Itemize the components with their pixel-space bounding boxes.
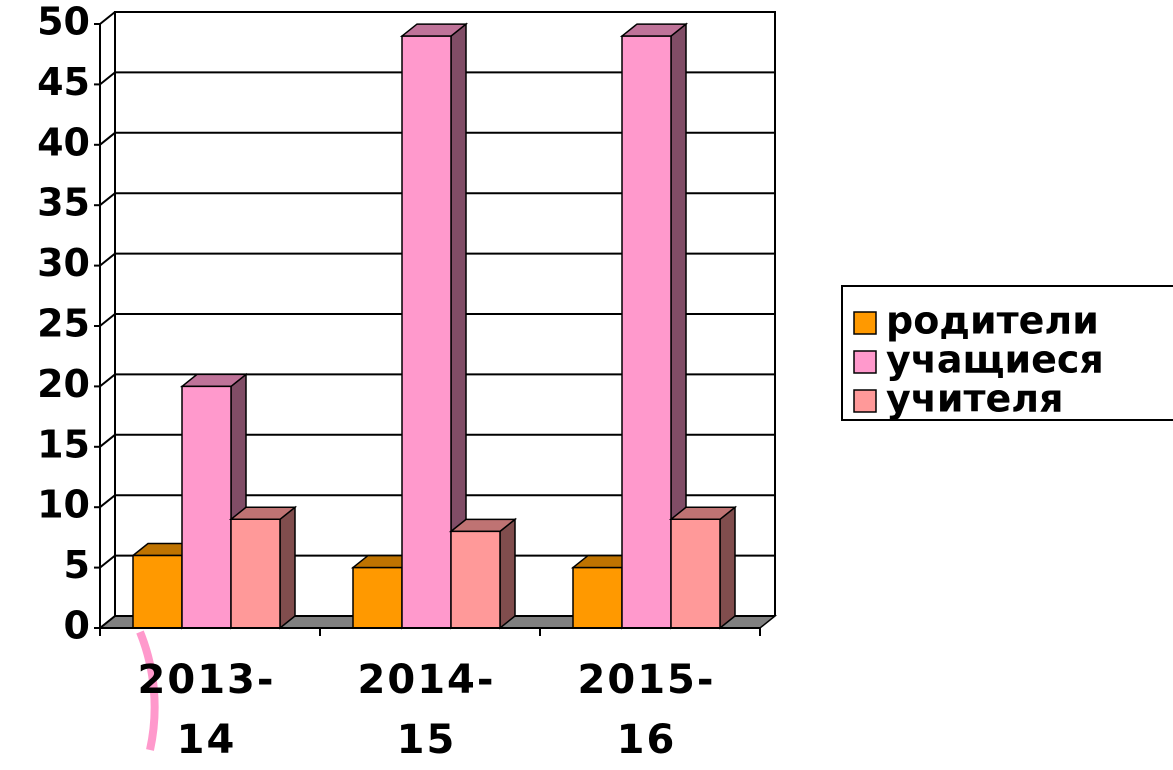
y-tick-label: 25 [37,302,90,346]
chart: 0 5 10 15 20 25 30 35 40 45 50 родителиучащиесяучит… [0,0,1173,761]
bar-face [720,507,735,628]
bar-face [231,519,280,628]
bar-face [500,519,515,628]
legend-label: учащиеся [886,338,1104,382]
bar-face [573,568,622,628]
bar-face [353,568,402,628]
y-tick-label: 35 [37,181,90,225]
legend-swatch [854,351,876,373]
grid-line [100,12,775,24]
x-tick-label: 2013-14 [132,650,282,770]
x-tick-label: 2015-16 [572,650,722,770]
bar-face [402,36,451,628]
y-tick-label: 5 [64,543,90,587]
bar-face [182,386,231,628]
legend-swatch [854,390,876,412]
y-tick-label: 30 [37,241,90,285]
y-tick-label: 45 [37,60,90,104]
bar-face [622,36,671,628]
y-tick-label: 15 [37,422,90,466]
bar-face [133,556,182,628]
y-tick-label: 0 [64,604,90,648]
legend-label: учителя [886,377,1064,421]
y-tick-label: 50 [37,0,90,44]
bar [451,519,515,628]
y-tick-label: 10 [37,483,90,527]
bar [231,507,295,628]
y-tick-label: 20 [37,362,90,406]
bar-face [280,507,295,628]
x-tick-label: 2014-15 [352,650,502,770]
bar-face [671,519,720,628]
chart-canvas: 0 5 10 15 20 25 30 35 40 45 50 родителиучащиесяучит… [0,0,1173,761]
bar-face [451,531,500,628]
legend-label: родители [886,299,1099,343]
legend-swatch [854,312,876,334]
y-tick-label: 40 [37,120,90,164]
bar [671,507,735,628]
